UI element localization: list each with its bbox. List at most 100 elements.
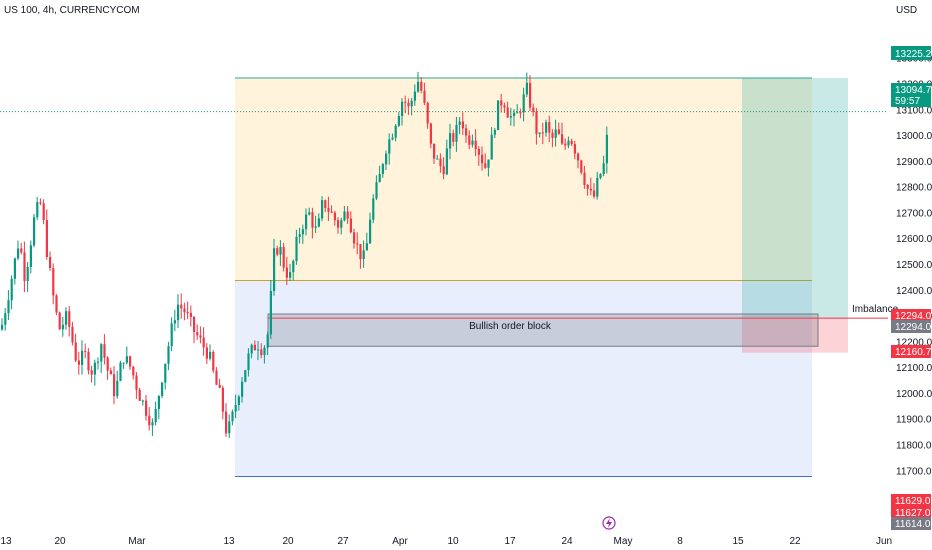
candle-body	[589, 188, 592, 191]
candle-body	[132, 366, 135, 376]
candle-body	[426, 102, 429, 124]
candle-body	[359, 244, 362, 260]
candle-body	[218, 384, 221, 388]
lower-zone	[235, 280, 812, 477]
price-axis[interactable]: 11700.0 11800.0 11900.0 12000.0 12100.0 12200…	[896, 54, 932, 478]
candle-body	[58, 312, 61, 330]
candle-body	[551, 132, 554, 138]
candle-body	[193, 316, 196, 333]
candle-body	[343, 211, 346, 221]
candle-body	[1, 324, 4, 330]
candle-body	[285, 267, 288, 278]
candle-body	[215, 370, 218, 385]
candle-body	[372, 198, 375, 220]
price-tick-label: 11900.0	[896, 415, 932, 426]
candle-body	[145, 400, 148, 416]
imbalance-label: Imbalance	[852, 304, 899, 315]
candle-body	[394, 125, 397, 138]
candles-layer	[1, 71, 608, 438]
price-tick-label: 12000.0	[896, 389, 932, 400]
candle-body	[458, 121, 461, 125]
candle-body	[420, 81, 423, 91]
time-axis[interactable]: 13 20 Mar 13 20 27 Apr 10 17 24 May 8 15 22 Jun	[0, 536, 892, 547]
candle-body	[180, 304, 183, 309]
ob-top2-price-tag: 12294.0	[891, 320, 932, 333]
candle-body	[52, 268, 55, 296]
candle-body	[148, 415, 151, 426]
candle-body	[17, 248, 20, 259]
candle-body	[106, 357, 109, 371]
candle-body	[519, 112, 522, 114]
candle-body	[71, 326, 74, 343]
candle-body	[461, 121, 464, 129]
candle-body	[516, 112, 519, 114]
candle-body	[157, 395, 160, 410]
candle-body	[490, 134, 493, 160]
candle-body	[471, 140, 474, 145]
candle-body	[321, 200, 324, 219]
candle-body	[477, 148, 480, 155]
candle-body	[234, 404, 237, 412]
time-tick-label: 24	[561, 536, 573, 547]
candle-body	[45, 220, 48, 257]
candle-body	[317, 218, 320, 227]
price-tick-label: 12600.0	[896, 234, 932, 245]
countdown-timer: 59:57	[895, 96, 920, 107]
candle-body	[407, 102, 410, 107]
candle-body	[84, 350, 87, 352]
candle-body	[49, 256, 52, 269]
candle-body	[535, 111, 538, 134]
candle-body	[388, 139, 391, 154]
candle-body	[305, 214, 308, 230]
time-tick-label: 15	[732, 536, 744, 547]
candle-body	[522, 94, 525, 113]
candle-body	[109, 370, 112, 375]
time-tick-label: 20	[54, 536, 66, 547]
time-tick-label: Mar	[128, 536, 146, 547]
candle-body	[289, 272, 292, 278]
candle-body	[231, 411, 234, 422]
candle-body	[100, 344, 103, 362]
candle-body	[7, 300, 10, 314]
candle-body	[141, 400, 144, 402]
candle-body	[202, 337, 205, 348]
svg-text:13225.2: 13225.2	[895, 49, 932, 60]
candle-body	[266, 334, 269, 348]
candle-body	[298, 234, 301, 237]
candle-body	[330, 211, 333, 213]
candle-body	[545, 122, 548, 133]
candle-body	[81, 350, 84, 365]
candle-body	[135, 375, 138, 390]
candle-body	[586, 184, 589, 189]
price-tick-label: 11700.0	[896, 466, 932, 477]
candle-body	[397, 115, 400, 126]
price-tick-label: 11800.0	[896, 441, 932, 452]
candle-body	[39, 202, 42, 204]
candle-body	[10, 278, 13, 301]
candle-body	[506, 107, 509, 118]
lightning-icon[interactable]	[602, 516, 616, 530]
candle-body	[324, 200, 327, 209]
candle-body	[580, 160, 583, 173]
ob-top-price-tag: 12294.0	[891, 309, 932, 322]
candle-body	[583, 172, 586, 185]
candle-body	[90, 370, 93, 375]
candle-body	[161, 382, 164, 396]
candle-body	[391, 137, 394, 140]
candle-body	[164, 363, 167, 383]
candle-body	[468, 135, 471, 145]
candle-body	[237, 396, 240, 405]
time-tick-label: 17	[504, 536, 516, 547]
price-tick-label: 12100.0	[896, 363, 932, 374]
candle-body	[532, 107, 535, 112]
candle-body	[327, 208, 330, 212]
time-tick-label: 20	[282, 536, 294, 547]
candle-body	[362, 250, 365, 260]
candle-body	[311, 212, 314, 228]
candle-body	[433, 143, 436, 159]
candle-body	[196, 332, 199, 336]
candle-body	[205, 347, 208, 359]
price-tick-label: 13000.0	[896, 131, 932, 142]
candle-body	[263, 347, 266, 356]
